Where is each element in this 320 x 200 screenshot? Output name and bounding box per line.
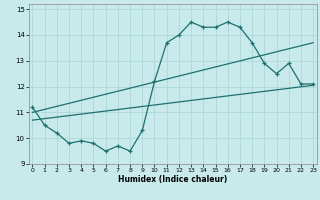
X-axis label: Humidex (Indice chaleur): Humidex (Indice chaleur) <box>118 175 228 184</box>
